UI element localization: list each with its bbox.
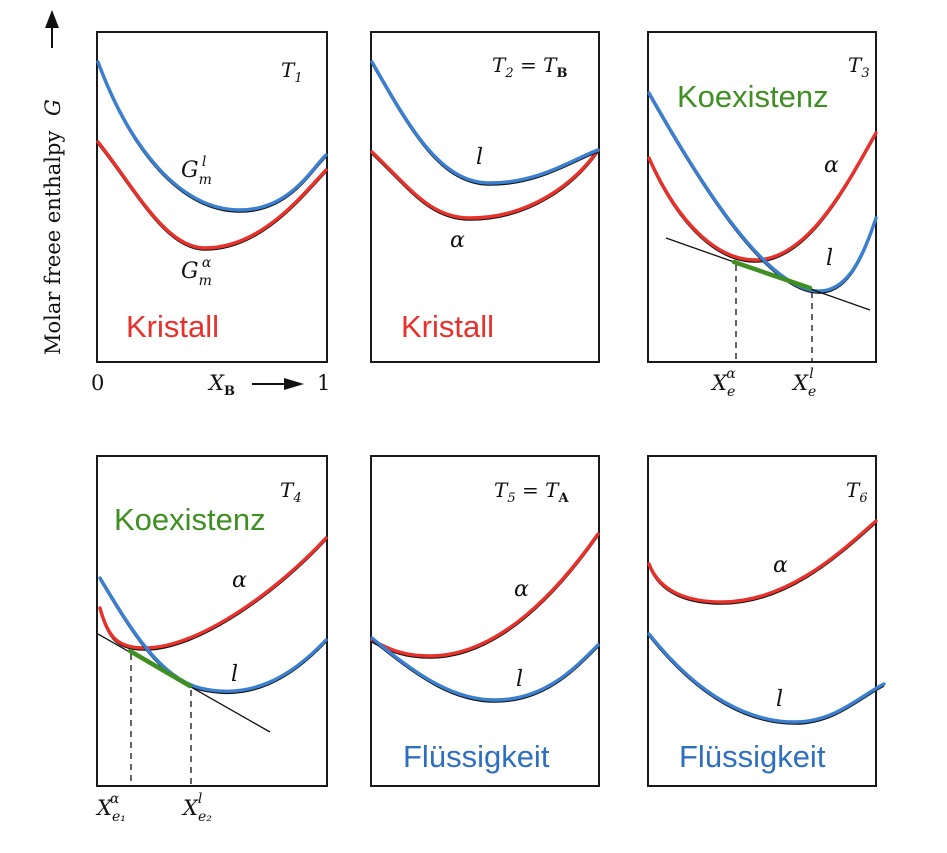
equilibrium-composition-alpha-sup: α bbox=[726, 366, 736, 382]
temperature-label: T bbox=[281, 58, 296, 82]
temperature-equals-subscript: B bbox=[556, 66, 567, 81]
y-axis-arrow-icon bbox=[45, 10, 59, 48]
equilibrium-composition-liquid-sub: e bbox=[808, 384, 816, 400]
x-axis-symbol: X bbox=[207, 371, 225, 395]
liquid-curve-label: l bbox=[231, 662, 238, 687]
svg-text:Xeα: Xeα bbox=[710, 366, 736, 400]
svg-text:T6: T6 bbox=[846, 478, 868, 506]
equilibrium-composition-alpha-sup: α bbox=[110, 791, 120, 807]
svg-text:Xe₂l: Xe₂ l bbox=[181, 791, 212, 825]
equilibrium-composition-liquid-sup: l bbox=[198, 791, 202, 807]
temperature-subscript: 4 bbox=[292, 491, 301, 506]
alpha-curve-label: α bbox=[450, 228, 465, 253]
y-axis-title: Molar freee enthalpy G bbox=[41, 99, 65, 355]
liquid-label-subscript: m bbox=[199, 172, 212, 188]
alpha-curve-label: α bbox=[824, 153, 839, 178]
svg-text:T3: T3 bbox=[848, 53, 870, 81]
liquid-curve-label: l bbox=[826, 246, 833, 271]
x-tick-max: 1 bbox=[317, 371, 330, 395]
phase-label: Kristall bbox=[401, 309, 494, 344]
svg-text:Gml: Gml bbox=[181, 154, 212, 188]
phase-label: Koexistenz bbox=[114, 502, 266, 537]
phase-label: Kristall bbox=[126, 309, 219, 344]
svg-text:T5 = TA: T5 = TA bbox=[494, 478, 569, 506]
solid-alpha-curve bbox=[96, 140, 328, 250]
liquid-curve-label: l bbox=[776, 687, 783, 712]
temperature-equals-subscript: A bbox=[557, 491, 569, 506]
coexistence-tie-line bbox=[127, 648, 193, 689]
temperature-equals: = T bbox=[516, 478, 560, 502]
svg-text:T2 = TB: T2 = TB bbox=[492, 53, 567, 81]
x-tick-min: 0 bbox=[91, 371, 104, 395]
panel-frame bbox=[370, 31, 600, 363]
solid-alpha-curve bbox=[370, 148, 600, 220]
equilibrium-composition-liquid: X bbox=[791, 371, 809, 395]
svg-text:Xe₁α: Xe₁ α bbox=[95, 791, 126, 825]
phase-label: Flüssigkeit bbox=[403, 739, 550, 774]
liquid-curve bbox=[370, 636, 600, 702]
liquid-curve-label: l bbox=[476, 145, 483, 170]
temperature-subscript: 6 bbox=[859, 491, 867, 506]
liquid-curve bbox=[98, 576, 328, 693]
solid-alpha-curve bbox=[98, 536, 328, 650]
solid-alpha-curve bbox=[647, 519, 878, 604]
liquid-curve bbox=[647, 632, 886, 724]
temperature-subscript: 1 bbox=[294, 71, 302, 86]
liquid-curve bbox=[370, 60, 600, 185]
temperature-label: T bbox=[492, 53, 507, 77]
panel-t1: T1 Gml Gmα Kristall 0 1 XB bbox=[91, 31, 330, 399]
liquid-curve bbox=[96, 60, 328, 212]
solid-alpha-curve bbox=[370, 532, 600, 658]
temperature-subscript: 3 bbox=[861, 66, 869, 81]
x-axis-arrow-icon bbox=[252, 378, 304, 390]
panel-t4: T4 Koexistenz α l Xe₁ α Xe₂ l bbox=[95, 455, 328, 825]
coexistence-tie-line bbox=[731, 259, 813, 291]
panel-t6: T6 α l Flüssigkeit bbox=[647, 455, 886, 787]
equilibrium-composition-liquid: X bbox=[181, 796, 199, 820]
svg-text:Xel: Xel bbox=[791, 366, 816, 400]
alpha-curve-label: G bbox=[181, 259, 199, 284]
panel-t5: T5 = TA α l Flüssigkeit bbox=[370, 455, 600, 787]
equilibrium-composition-alpha-sub: e₁ bbox=[112, 809, 126, 825]
temperature-label: T bbox=[848, 53, 863, 77]
svg-text:Molar freee enthalpy G: Molar freee enthalpy G bbox=[41, 99, 65, 355]
solid-alpha-curve bbox=[647, 131, 878, 262]
alpha-label-subscript: m bbox=[199, 273, 212, 289]
temperature-label: T bbox=[846, 478, 861, 502]
x-axis-subscript: B bbox=[224, 384, 235, 399]
panel-frame bbox=[647, 31, 877, 363]
phase-label: Flüssigkeit bbox=[679, 739, 826, 774]
panel-frame bbox=[96, 455, 328, 787]
temperature-subscript: 5 bbox=[507, 491, 515, 506]
y-axis-symbol: G bbox=[41, 99, 65, 116]
temperature-subscript: 2 bbox=[504, 66, 513, 81]
alpha-curve-label: α bbox=[773, 553, 788, 578]
temperature-label: T bbox=[494, 478, 509, 502]
alpha-curve-label: α bbox=[232, 568, 247, 593]
liquid-curve-label: l bbox=[516, 667, 523, 692]
liquid-curve-label: G bbox=[181, 158, 199, 183]
equilibrium-composition-alpha: X bbox=[95, 796, 113, 820]
panel-frame bbox=[370, 455, 600, 787]
svg-text:Gmα: Gmα bbox=[181, 255, 212, 289]
svg-text:XB: XB bbox=[207, 371, 235, 399]
equilibrium-composition-liquid-sup: l bbox=[809, 366, 813, 382]
phase-label: Koexistenz bbox=[677, 79, 829, 114]
liquid-label-superscript: l bbox=[202, 154, 206, 170]
svg-text:T1: T1 bbox=[281, 58, 303, 86]
panel-frame bbox=[96, 31, 328, 363]
alpha-curve-label: α bbox=[514, 577, 529, 602]
alpha-label-superscript: α bbox=[202, 255, 212, 271]
svg-text:T4: T4 bbox=[280, 478, 302, 506]
equilibrium-composition-liquid-sub: e₂ bbox=[198, 809, 212, 825]
temperature-label: T bbox=[280, 478, 295, 502]
panel-frame bbox=[647, 455, 877, 787]
equilibrium-composition-alpha-sub: e bbox=[727, 384, 735, 400]
panel-t3: T3 Koexistenz α l Xeα Xel bbox=[647, 31, 878, 400]
panel-t2: T2 = TB l α Kristall bbox=[370, 31, 600, 363]
temperature-equals: = T bbox=[514, 53, 558, 77]
y-axis-label: Molar freee enthalpy bbox=[41, 131, 65, 355]
equilibrium-composition-alpha: X bbox=[710, 371, 728, 395]
